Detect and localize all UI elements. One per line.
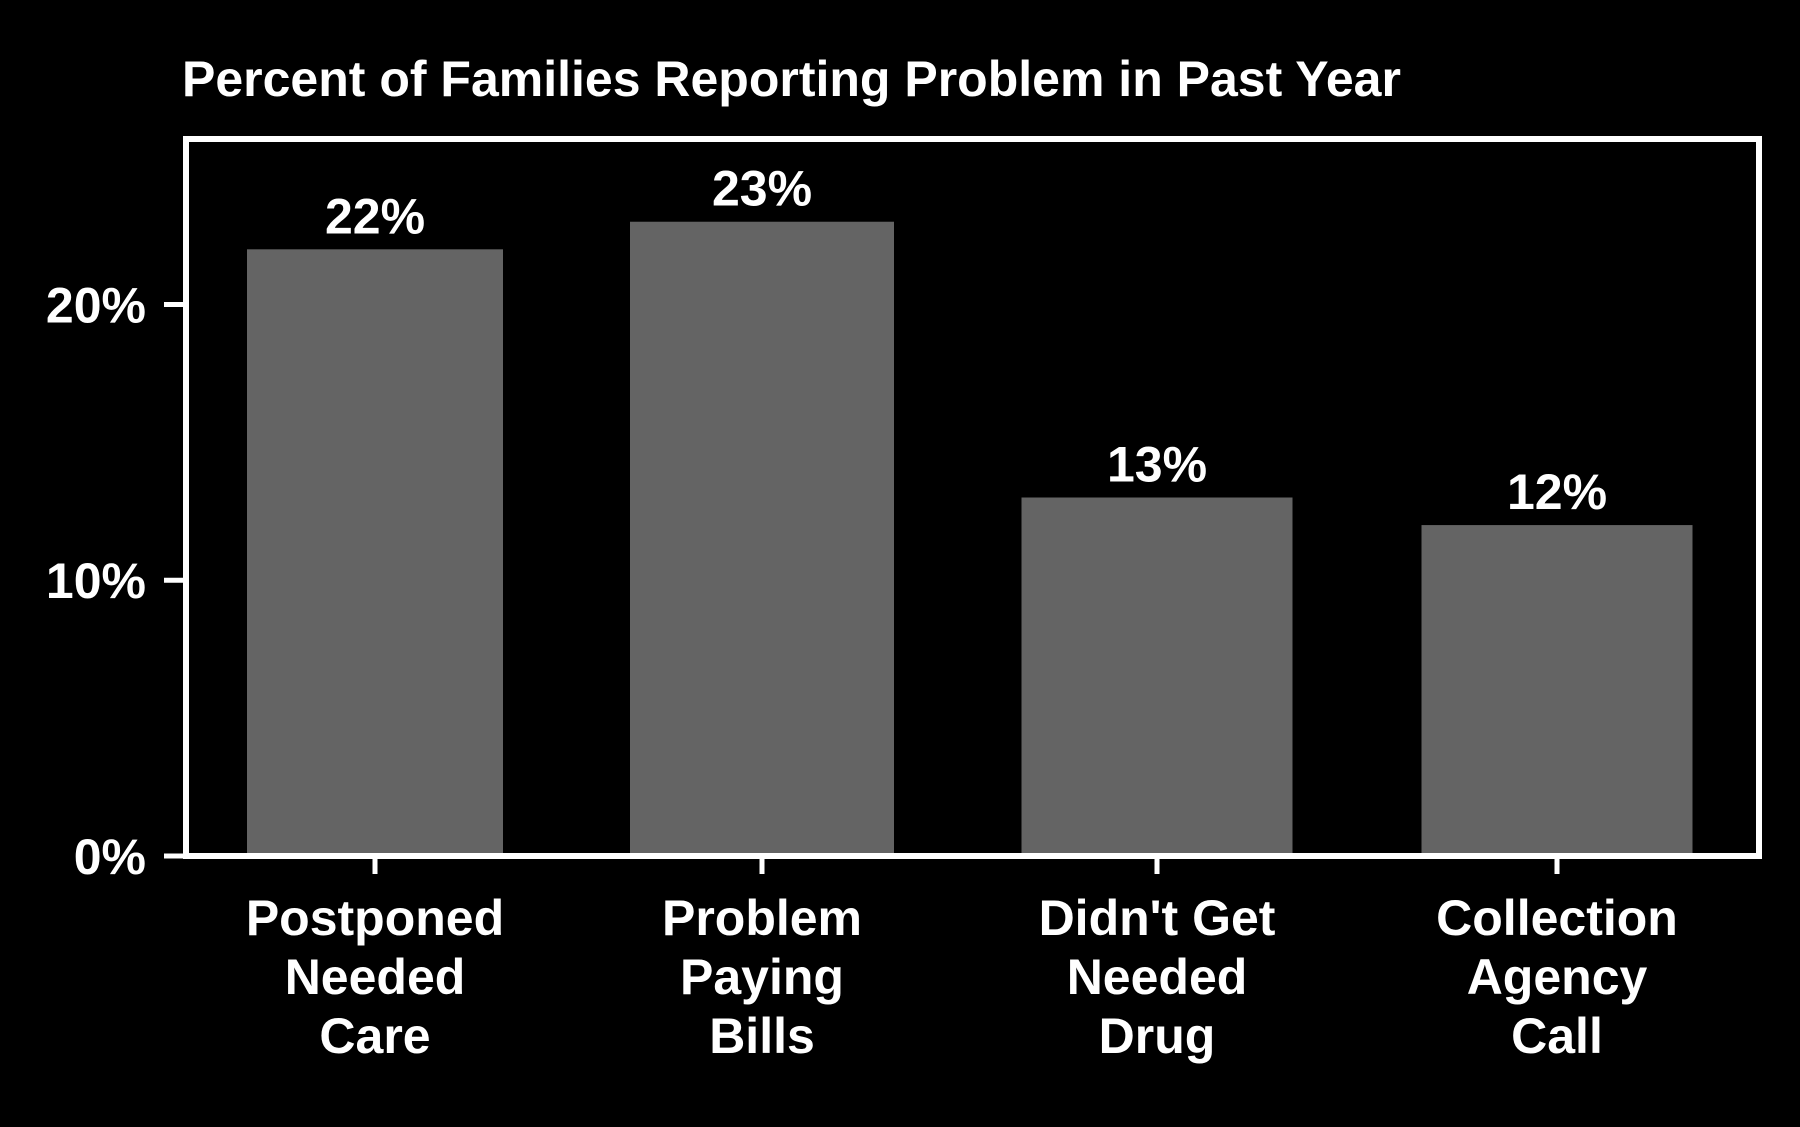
- plot-frame: [183, 136, 1762, 859]
- category-label-line: Collection: [1436, 890, 1678, 946]
- labels-layer: 22% 23%13% 12%0%10%20%Postponed Needed CareP…: [46, 161, 1678, 1064]
- data-label-2: 23%: [712, 161, 812, 217]
- category-label-line: Agency: [1467, 949, 1648, 1005]
- category-label-line: Care: [319, 1008, 430, 1064]
- category-label-line: Bills: [709, 1008, 815, 1064]
- y-tick-label-2: 10%: [46, 553, 146, 609]
- bar-1: [247, 249, 503, 854]
- category-label-line: Call: [1511, 1008, 1603, 1064]
- category-label-line: Didn't Get: [1039, 890, 1276, 946]
- data-label-4: 12%: [1507, 464, 1607, 520]
- category-label-4: Collection Agency Call: [1436, 890, 1678, 1064]
- category-label-2: Problem Paying Bills: [662, 890, 862, 1064]
- category-label-line: Needed: [1067, 949, 1248, 1005]
- bars-layer: [247, 221, 1693, 854]
- bar-2: [630, 221, 894, 853]
- category-label-3: Didn't Get Needed Drug: [1039, 890, 1276, 1064]
- bar-3: [1021, 497, 1293, 853]
- category-label-line: Paying: [680, 949, 844, 1005]
- category-label-line: Problem: [662, 890, 862, 946]
- bar-4: [1421, 525, 1693, 853]
- chart-title: Percent of Families Reporting Problem in…: [182, 51, 1401, 107]
- category-label-line: Postponed: [246, 890, 504, 946]
- category-label-line: Drug: [1099, 1008, 1216, 1064]
- data-label-1: 22%: [325, 188, 425, 244]
- y-tick-label-1: 0%: [74, 829, 146, 885]
- category-label-line: Needed: [285, 949, 466, 1005]
- y-tick-label-3: 20%: [46, 277, 146, 333]
- category-label-1: Postponed Needed Care: [246, 890, 504, 1064]
- axis-layer: [164, 301, 1560, 874]
- data-label-3: 13%: [1107, 437, 1207, 493]
